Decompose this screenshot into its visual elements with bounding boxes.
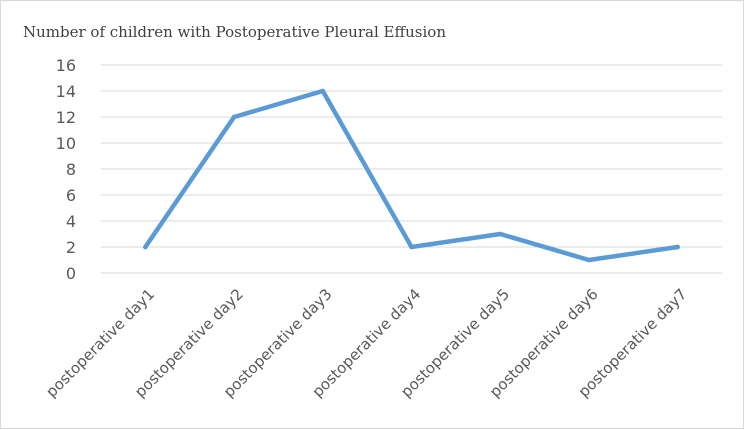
y-tick-label: 6	[66, 186, 76, 205]
data-point	[409, 244, 414, 250]
series-line-0	[143, 88, 680, 263]
y-axis-ticks: 0 2 4 6 8 10 12 14 16	[56, 56, 76, 283]
y-tick-label: 4	[66, 212, 76, 231]
y-tick-label: 0	[66, 264, 76, 283]
data-point	[231, 114, 237, 120]
y-tick-label: 16	[56, 56, 76, 75]
data-point	[143, 244, 148, 250]
y-tick-label: 14	[56, 82, 76, 101]
gridlines	[101, 64, 722, 274]
series-layer	[143, 88, 680, 263]
y-tick-label: 10	[56, 134, 76, 153]
data-point	[320, 88, 326, 94]
y-tick-label: 8	[66, 160, 76, 179]
y-tick-label: 2	[66, 238, 76, 257]
y-tick-label: 12	[56, 108, 76, 127]
chart-title: Number of children with Postoperative Pl…	[23, 23, 446, 41]
data-point	[675, 244, 680, 250]
data-point	[497, 231, 503, 237]
data-point	[586, 257, 592, 263]
